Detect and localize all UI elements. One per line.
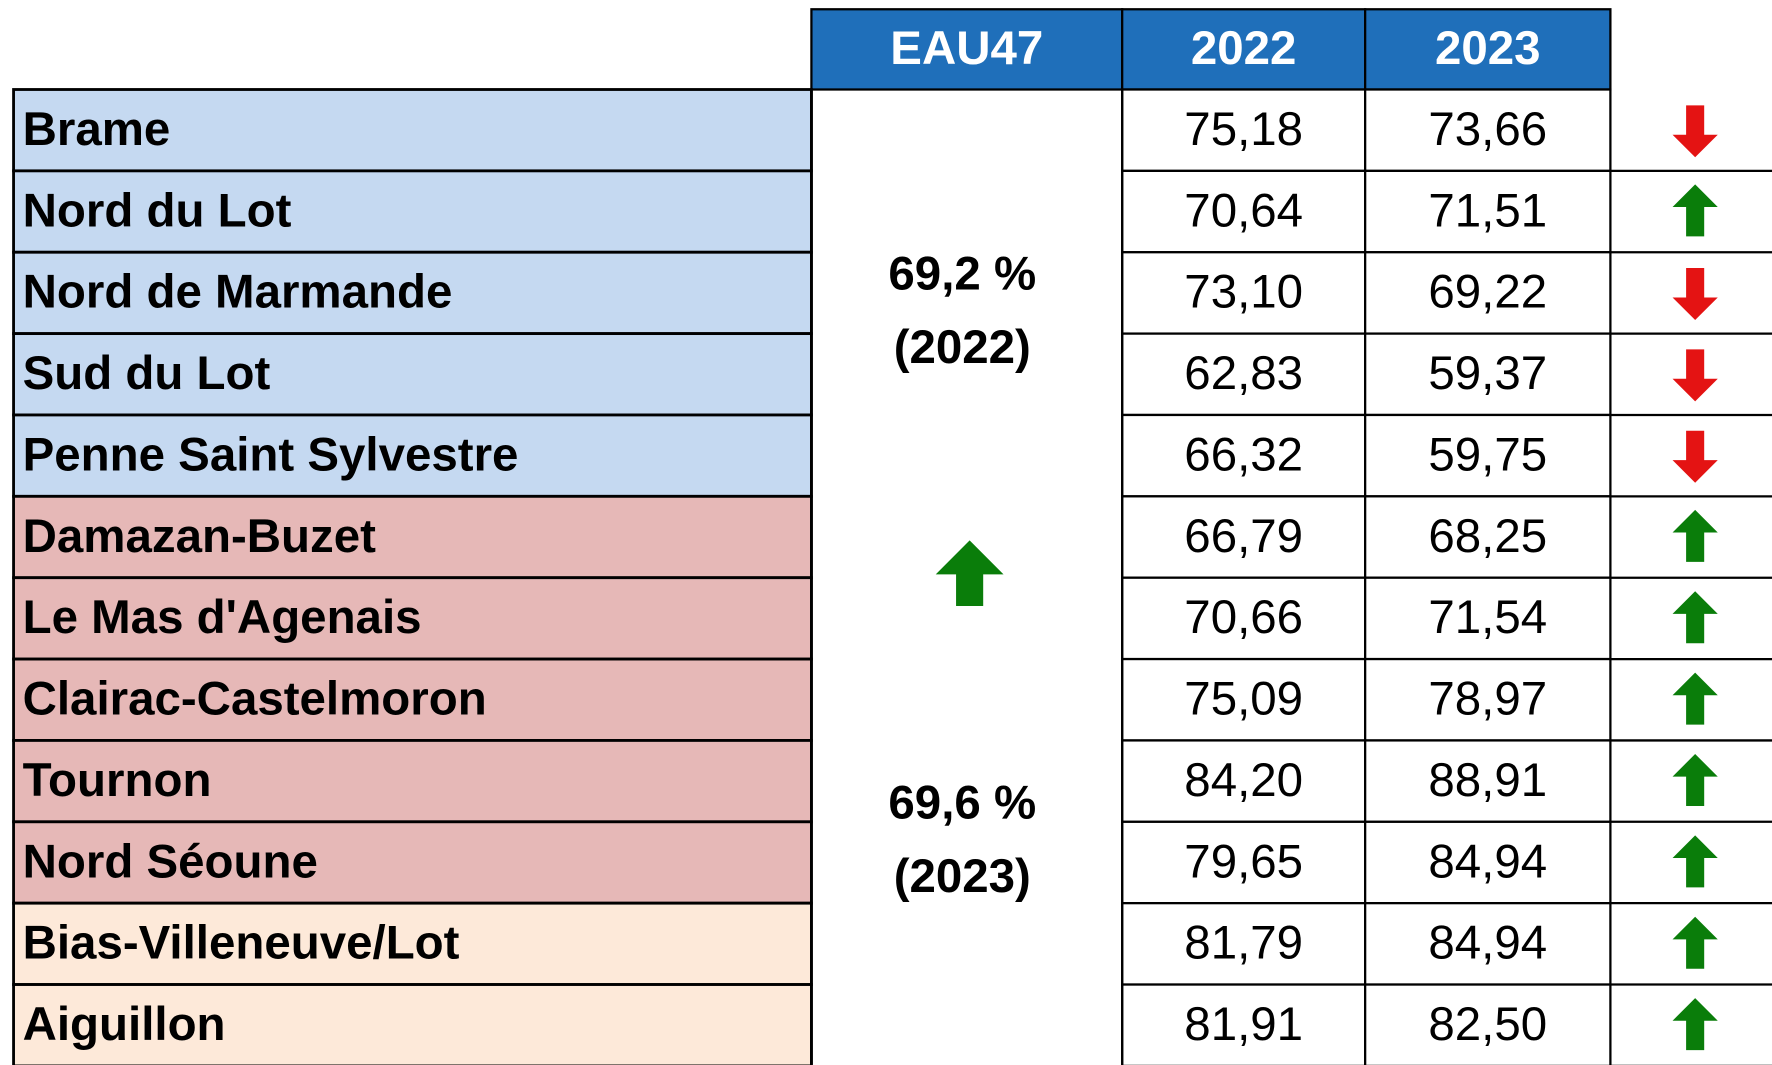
- value: 78,97: [1428, 673, 1547, 726]
- header-cell: [1364, 8, 1612, 91]
- summary-text: 69,6 %: [888, 777, 1036, 830]
- value: 82,50: [1428, 998, 1547, 1051]
- trend-down: [1672, 268, 1718, 321]
- value: 73,10: [1184, 266, 1303, 319]
- value-cell: [1121, 983, 1367, 1065]
- value-cell: [1121, 495, 1367, 579]
- value-cell: [1364, 739, 1612, 823]
- value-cell: [1364, 169, 1612, 254]
- header-label: 2022: [1191, 22, 1297, 75]
- value-cell: [1364, 495, 1612, 579]
- trend-down: [1672, 430, 1718, 483]
- row-name: Bias-Villeneuve/Lot: [23, 917, 460, 970]
- value: 59,37: [1428, 347, 1547, 400]
- value: 75,09: [1184, 673, 1303, 726]
- trend-down: [1672, 105, 1718, 158]
- row-name: Le Mas d'Agenais: [23, 591, 422, 644]
- value-cell: [1121, 88, 1367, 172]
- trend-up: [1672, 509, 1718, 562]
- trend-up: [1672, 754, 1718, 806]
- row-name: Aiguillon: [23, 998, 226, 1051]
- row-name: Nord Séoune: [23, 835, 318, 888]
- row-name: Nord du Lot: [23, 184, 292, 237]
- summary-text: (2022): [894, 321, 1031, 374]
- value: 81,79: [1184, 917, 1303, 970]
- summary-arrow: [935, 540, 1004, 606]
- trend-up: [1672, 916, 1718, 969]
- value: 84,94: [1428, 835, 1547, 888]
- name-cell: [12, 657, 813, 742]
- row-name: Brame: [23, 103, 171, 156]
- row-name: Penne Saint Sylvestre: [23, 428, 519, 481]
- trend-up: [1672, 184, 1718, 237]
- value: 66,32: [1184, 428, 1303, 481]
- value-cell: [1121, 251, 1367, 335]
- value: 79,65: [1184, 835, 1303, 888]
- value: 81,91: [1184, 998, 1303, 1051]
- value: 84,94: [1428, 917, 1547, 970]
- trend-up: [1672, 672, 1718, 725]
- row-name: Tournon: [23, 754, 212, 807]
- trend-up: [1672, 591, 1718, 644]
- value: 84,20: [1184, 754, 1303, 807]
- summary-text: (2023): [894, 850, 1031, 903]
- name-cell: [12, 983, 813, 1065]
- row-name: Sud du Lot: [23, 347, 271, 400]
- value: 70,66: [1184, 591, 1303, 644]
- value: 75,18: [1184, 103, 1303, 156]
- header-label: EAU47: [890, 22, 1043, 75]
- value-cell: [1364, 332, 1612, 417]
- value-cell: [1364, 657, 1612, 742]
- value: 66,79: [1184, 510, 1303, 563]
- summary-text: 69,2 %: [888, 248, 1036, 301]
- row-name: Nord de Marmande: [23, 266, 453, 319]
- value: 62,83: [1184, 347, 1303, 400]
- name-cell: [12, 901, 813, 986]
- row-name: Clairac-Castelmoron: [23, 673, 487, 726]
- value-cell: [1364, 251, 1612, 335]
- value-cell: [1121, 739, 1367, 823]
- value: 73,66: [1428, 103, 1547, 156]
- value-cell: [1364, 88, 1612, 172]
- value: 59,75: [1428, 428, 1547, 481]
- value: 69,22: [1428, 266, 1547, 319]
- value-cell: [1364, 413, 1612, 498]
- name-cell: [12, 820, 813, 905]
- value-cell: [1364, 902, 1612, 986]
- trend-up: [1672, 998, 1718, 1051]
- name-cell: [12, 576, 813, 661]
- value: 88,91: [1428, 754, 1547, 807]
- value-cell: [1364, 983, 1612, 1065]
- value: 70,64: [1184, 184, 1303, 237]
- value-cell: [1121, 576, 1367, 661]
- name-cell: [12, 413, 813, 498]
- trend-up: [1672, 835, 1718, 888]
- value-cell: [1364, 820, 1612, 905]
- value: 71,54: [1428, 591, 1547, 644]
- trend-down: [1672, 349, 1718, 402]
- header-label: 2023: [1435, 22, 1541, 75]
- value: 71,51: [1428, 184, 1547, 237]
- name-cell: [12, 88, 813, 173]
- row-name: Damazan-Buzet: [23, 510, 377, 563]
- value: 68,25: [1428, 510, 1547, 563]
- header-cell: [810, 8, 1124, 91]
